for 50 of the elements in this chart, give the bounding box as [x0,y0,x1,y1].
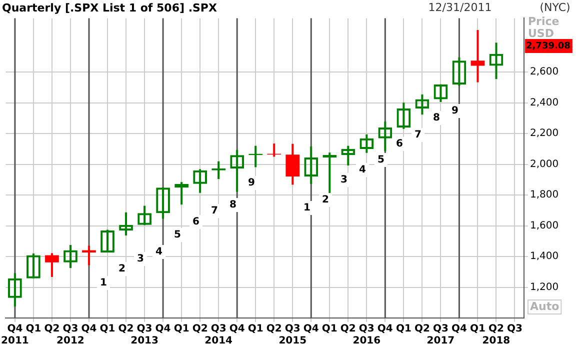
annotation: 8 [433,112,440,124]
x-tick-label: Q1 [100,324,116,335]
x-tick-label: Q1 [174,324,190,335]
text: 2,739.08 [526,41,570,52]
annotation: 1 [100,278,108,289]
x-tick-label: Q2 [266,324,282,335]
x-tick-label: Q2 [118,324,134,335]
y-tick-label: 2,200 [530,128,559,140]
chart-title: Quarterly [.SPX List 1 of 506] .SPX [2,1,218,14]
annotation: 9 [452,106,459,117]
x-tick-label: Q3 [507,324,523,335]
x-tick-label: Q2 [340,324,356,335]
text: USD [528,26,554,40]
annotation: 5 [174,230,182,241]
text: 12/31/2011 [428,0,492,14]
x-tick-label: Q1 [322,324,338,335]
annotation: 1 [304,202,311,214]
annotation: 4 [359,164,366,176]
annotation: 7 [211,206,218,217]
annotation: 7 [414,130,422,141]
candlestick [45,252,59,278]
candlestick [286,142,300,186]
x-tick-label: Q1 [396,324,412,335]
annotation: 6 [396,138,404,150]
candlestick [470,29,485,84]
text: (NYC) [540,0,570,14]
candlestick [322,152,337,194]
annotation: 4 [156,246,163,258]
y-tick-label: 2,600 [530,66,559,78]
y-tick-label: 2,400 [530,97,559,108]
annotation: 6 [192,216,200,228]
annotation: 9 [248,178,256,189]
x-tick-label: Q1 [248,324,264,335]
annotation: 5 [378,154,385,166]
x-tick-label: Q2 [44,324,60,335]
candlestick [82,244,96,266]
y-tick-label: 2,000 [530,158,559,170]
y-tick-label: 1,400 [530,251,559,262]
text: Price [528,14,560,28]
y-tick-label: 1,200 [530,282,559,293]
annotation: 2 [322,194,330,206]
y-tick-label: 1,800 [530,190,559,201]
annotation: 3 [340,174,348,186]
annotation: 8 [230,200,237,211]
annotation: 2 [118,264,126,275]
y-tick-label: 1,600 [530,220,559,232]
annotation: 3 [137,254,144,265]
x-tick-label: Q2 [192,324,208,335]
text: Auto [530,300,560,313]
x-tick-label: Q2 [414,324,430,335]
